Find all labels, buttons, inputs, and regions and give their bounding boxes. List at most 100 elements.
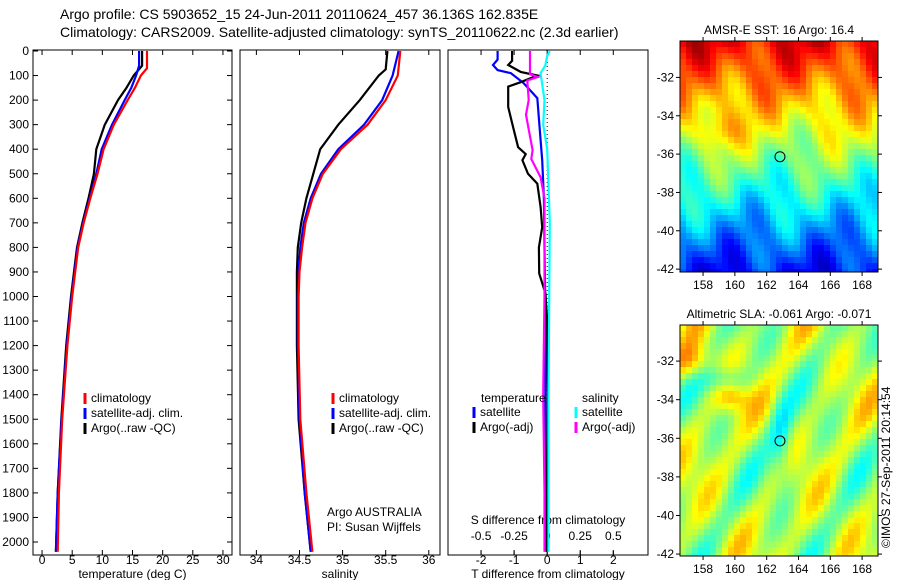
map-cell	[758, 245, 764, 251]
lat-tick-label: -32	[657, 70, 675, 84]
map-cell	[848, 197, 854, 203]
map-cell	[788, 469, 794, 475]
map-cell	[740, 185, 746, 191]
map-cell	[866, 179, 872, 185]
map-cell	[710, 251, 716, 257]
map-cell	[854, 47, 860, 53]
map-cell	[860, 143, 866, 149]
map-cell	[692, 439, 698, 445]
map-cell	[710, 161, 716, 167]
map-cell	[854, 451, 860, 457]
map-cell	[734, 475, 740, 481]
map-cell	[722, 77, 728, 83]
map-cell	[728, 269, 734, 272]
map-cell	[716, 493, 722, 499]
map-cell	[722, 361, 728, 367]
map-cell	[854, 409, 860, 415]
map-cell	[860, 541, 866, 547]
map-cell	[854, 53, 860, 59]
map-cell	[800, 203, 806, 209]
map-cell	[704, 215, 710, 221]
map-cell	[782, 161, 788, 167]
map-cell	[746, 349, 752, 355]
map-cell	[764, 535, 770, 541]
map-cell	[824, 251, 830, 257]
map-cell	[860, 553, 866, 556]
map-cell	[776, 107, 782, 113]
map-cell	[746, 391, 752, 397]
map-cell	[842, 47, 848, 53]
map-cell	[680, 385, 686, 391]
lon-tick-label: 166	[820, 278, 840, 292]
map-cell	[698, 65, 704, 71]
map-cell	[698, 325, 704, 331]
map-cell	[722, 553, 728, 556]
map-cell	[692, 535, 698, 541]
map-cell	[794, 257, 800, 263]
map-cell	[836, 191, 842, 197]
map-cell	[788, 227, 794, 233]
map-cell	[710, 355, 716, 361]
map-cell	[860, 547, 866, 553]
map-cell	[794, 469, 800, 475]
map-cell	[806, 427, 812, 433]
map-cell	[758, 221, 764, 227]
map-cell	[812, 41, 818, 47]
map-cell	[686, 427, 692, 433]
map-cell	[686, 83, 692, 89]
x-tick-label: 34	[250, 553, 264, 567]
map-cell	[788, 155, 794, 161]
map-cell	[686, 41, 692, 47]
map-cell	[746, 125, 752, 131]
map-cell	[686, 535, 692, 541]
map-cell	[746, 107, 752, 113]
lat-tick-label: -38	[657, 185, 675, 199]
map-cell	[716, 239, 722, 245]
map-cell	[860, 343, 866, 349]
map-cell	[716, 433, 722, 439]
map-cell	[866, 59, 872, 65]
map-cell	[836, 529, 842, 535]
map-cell	[722, 427, 728, 433]
map-cell	[806, 463, 812, 469]
map-cell	[758, 155, 764, 161]
map-cell	[770, 343, 776, 349]
map-cell	[818, 553, 824, 556]
map-cell	[800, 77, 806, 83]
map-cell	[680, 433, 686, 439]
map-cell	[818, 155, 824, 161]
map-cell	[746, 541, 752, 547]
map-cell	[806, 167, 812, 173]
map-cell	[794, 499, 800, 505]
map-cell	[848, 361, 854, 367]
map-cell	[842, 349, 848, 355]
map-cell	[806, 59, 812, 65]
y-tick-label: 700	[9, 216, 29, 230]
map-cell	[794, 475, 800, 481]
map-cell	[812, 331, 818, 337]
map-cell	[848, 529, 854, 535]
map-cell	[764, 215, 770, 221]
map-cell	[770, 325, 776, 331]
map-cell	[770, 137, 776, 143]
map-cell	[860, 475, 866, 481]
map-cell	[692, 179, 698, 185]
map-cell	[704, 457, 710, 463]
map-cell	[704, 337, 710, 343]
map-cell	[806, 451, 812, 457]
map-cell	[836, 239, 842, 245]
map-cell	[698, 517, 704, 523]
map-cell	[854, 185, 860, 191]
map-cell	[758, 331, 764, 337]
map-cell	[782, 95, 788, 101]
map-cell	[734, 325, 740, 331]
map-cell	[752, 191, 758, 197]
map-cell	[692, 125, 698, 131]
map-cell	[866, 385, 872, 391]
map-cell	[818, 349, 824, 355]
map-cell	[776, 197, 782, 203]
map-cell	[698, 53, 704, 59]
t-satellite-diff-line	[491, 51, 547, 552]
map-cell	[704, 191, 710, 197]
map-cell	[794, 119, 800, 125]
